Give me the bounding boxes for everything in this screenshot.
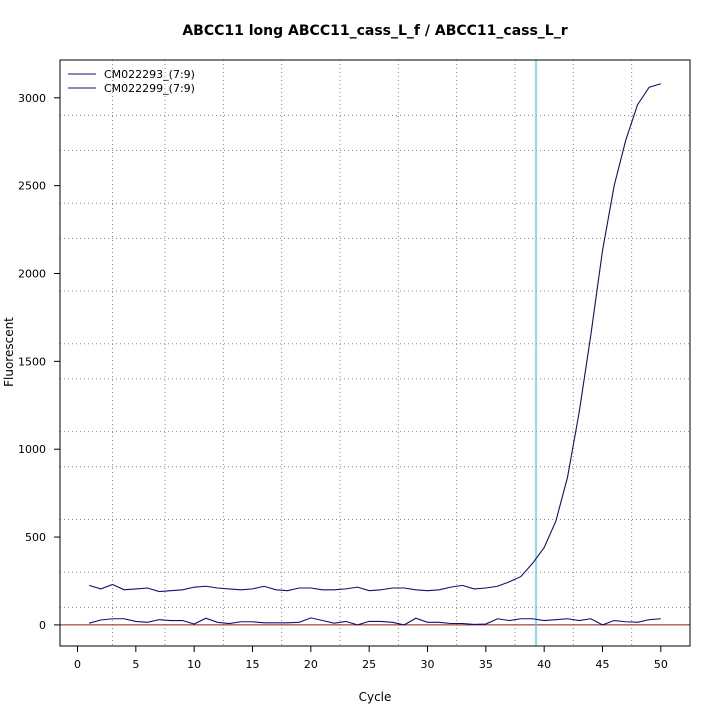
x-tick-label: 5	[132, 658, 139, 671]
grid-layer	[60, 60, 690, 646]
series-line-1	[89, 83, 661, 593]
legend-label-2: CM022299_(7:9)	[104, 82, 195, 95]
x-axis-label: Cycle	[359, 690, 392, 704]
y-tick-label: 0	[39, 619, 46, 632]
y-tick-label: 500	[25, 531, 46, 544]
x-tick-label: 15	[246, 658, 260, 671]
legend-label-1: CM022293_(7:9)	[104, 68, 195, 81]
axes-layer: 0 5 10 15 20 25 30 35 40 45 5005001000150020002500…	[18, 92, 668, 671]
x-tick-label: 30	[421, 658, 435, 671]
x-tick-label: 25	[362, 658, 376, 671]
legend: CM022293_(7:9)CM022299_(7:9)	[68, 68, 195, 95]
x-tick-label: 50	[654, 658, 668, 671]
x-tick-label: 45	[596, 658, 610, 671]
x-tick-label: 40	[537, 658, 551, 671]
y-tick-label: 1500	[18, 355, 46, 368]
y-tick-label: 2000	[18, 267, 46, 280]
x-tick-label: 10	[187, 658, 201, 671]
y-tick-label: 1000	[18, 443, 46, 456]
series-layer	[89, 83, 661, 626]
y-tick-label: 2500	[18, 180, 46, 193]
series-line-2	[89, 617, 661, 626]
y-tick-label: 3000	[18, 92, 46, 105]
x-tick-label: 0	[74, 658, 81, 671]
chart-title: ABCC11 long ABCC11_cass_L_f / ABCC11_cas…	[182, 23, 567, 39]
plot-frame	[59, 59, 691, 647]
x-tick-label: 20	[304, 658, 318, 671]
y-axis-label: Fluorescent	[2, 317, 16, 387]
x-tick-label: 35	[479, 658, 493, 671]
